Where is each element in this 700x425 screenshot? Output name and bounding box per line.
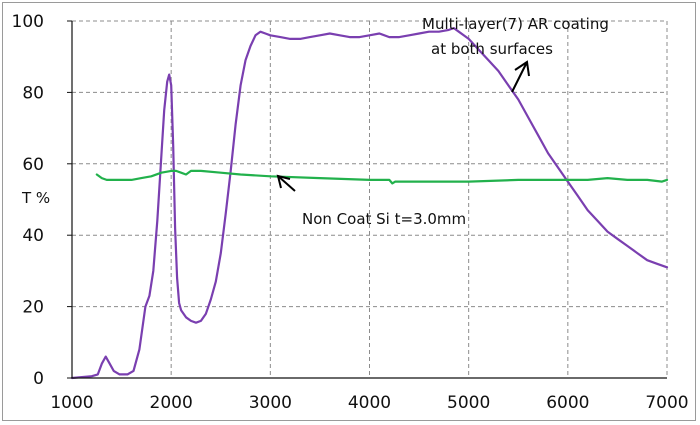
y-tick-label: 80 (22, 83, 44, 103)
y-tick-label: 0 (33, 369, 44, 389)
annotation-arrows (276, 60, 530, 192)
x-tick-label: 2000 (150, 393, 193, 413)
x-tick-label: 5000 (447, 393, 490, 413)
grid (72, 20, 668, 378)
x-tick-label: 7000 (645, 393, 688, 413)
coating-arrow-shaft (511, 61, 528, 93)
series-layer (70, 27, 669, 380)
x-tick-label: 4000 (348, 393, 391, 413)
series-line-ar-coating (70, 27, 669, 380)
y-tick-label: 60 (22, 155, 44, 175)
y-tick-label: 40 (22, 226, 44, 246)
y-tick-label: 20 (22, 298, 44, 318)
chart-frame (2, 2, 696, 421)
y-axis-label: T % (21, 189, 50, 207)
series-line-non-coat (95, 169, 669, 185)
noncoat-arrow-head (276, 174, 291, 189)
annotation-noncoat: Non Coat Si t=3.0mm (302, 210, 466, 228)
x-tick-labels: 1000 2000 3000 4000 5000 6000 7000 (50, 393, 688, 413)
x-tick-label: 1000 (50, 393, 93, 413)
axes (67, 20, 667, 379)
noncoat-arrow-shaft (277, 175, 296, 192)
y-tick-labels: 0 20 40 60 80 100 (12, 12, 44, 389)
x-tick-label: 6000 (546, 393, 589, 413)
coating-arrow-head (514, 60, 530, 77)
y-tick-label: 100 (12, 12, 44, 32)
annotation-coating-line2: at both surfaces (431, 40, 553, 58)
annotation-coating-line1: Multi-layer(7) AR coating (422, 15, 609, 33)
x-tick-label: 3000 (249, 393, 292, 413)
